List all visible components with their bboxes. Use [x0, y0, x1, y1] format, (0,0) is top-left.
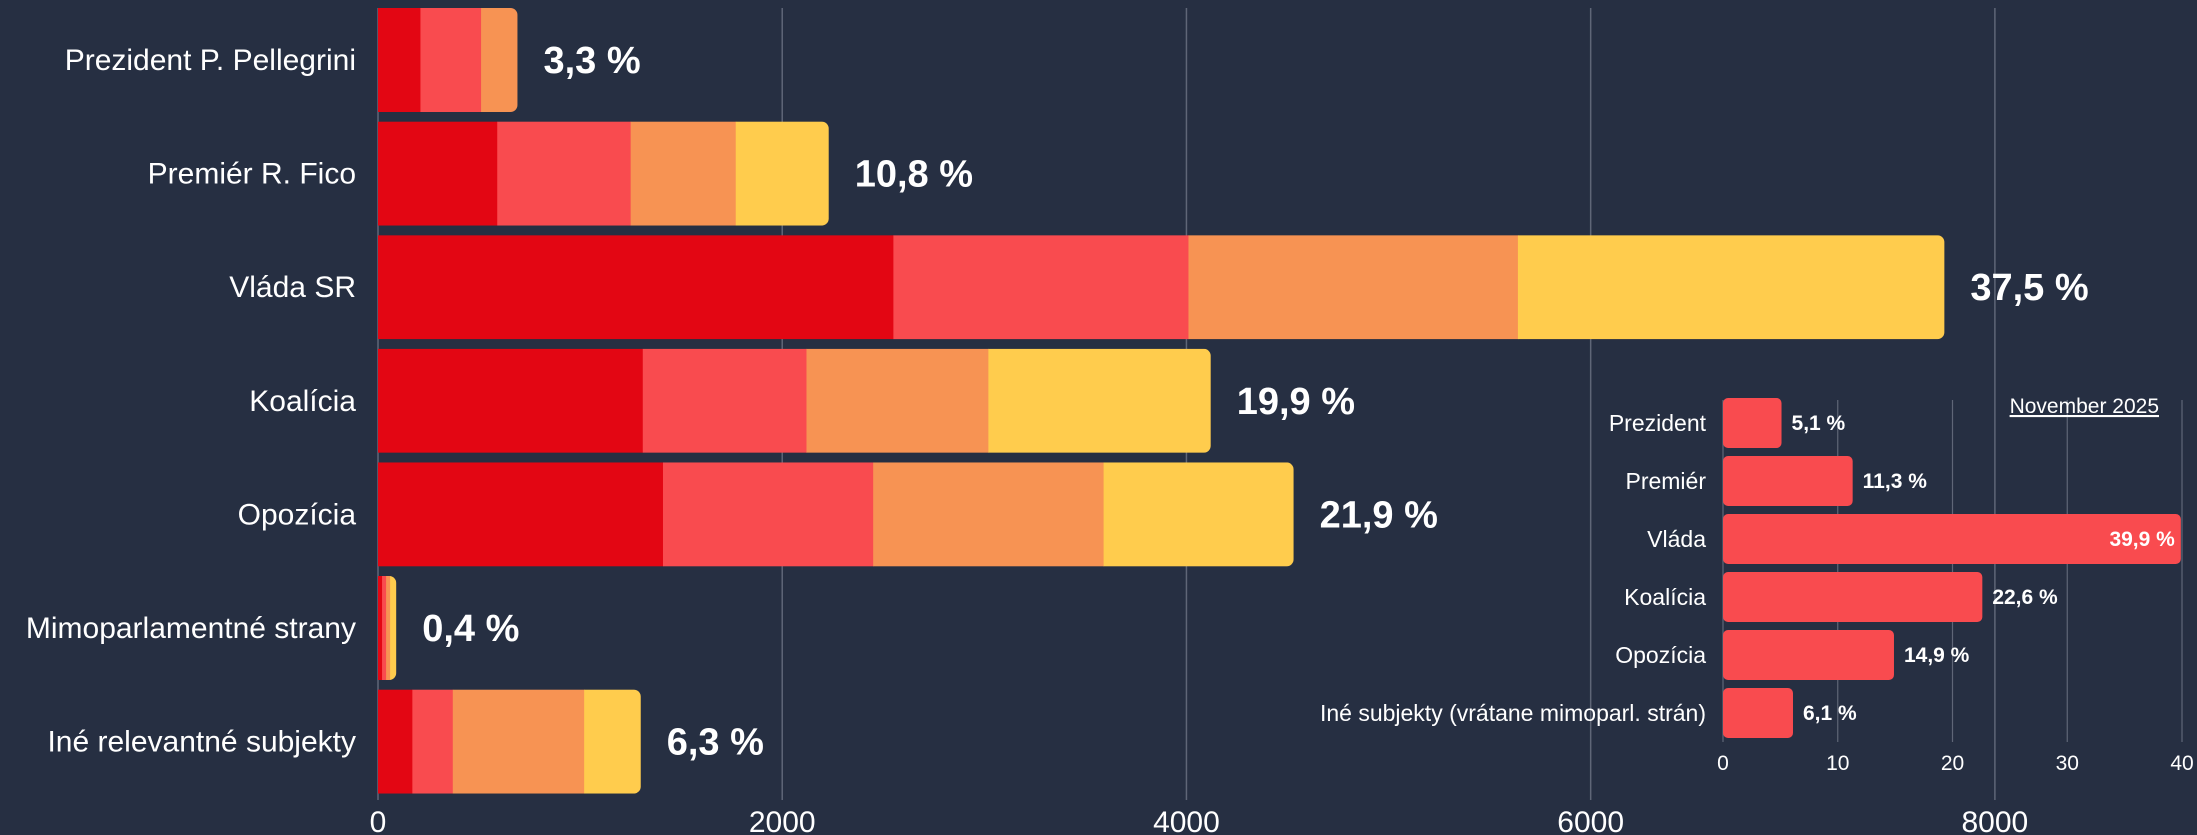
inset-data-labels: 5,1 % 11,3 % 39,9 % 22,6 % 14,9 % 6,1 %: [1792, 412, 2176, 725]
main-category-label: Premiér R. Fico: [148, 158, 356, 191]
main-bar-segment: [642, 348, 807, 453]
main-bar: [378, 462, 1294, 567]
main-x-tick-label: 2000: [749, 806, 816, 835]
main-bar-segment: [382, 576, 387, 680]
inset-x-tick-label: 0: [1717, 752, 1729, 775]
main-bar-segment: [584, 689, 641, 794]
main-category-label: Mimoparlamentné strany: [26, 612, 356, 645]
inset-category-label: Opozícia: [1615, 642, 1706, 668]
inset-bar: [1723, 688, 1793, 738]
inset-x-tick-label: 30: [2056, 752, 2079, 775]
main-bar: [378, 121, 829, 226]
main-bars: [378, 8, 1945, 794]
main-bar: [378, 8, 518, 112]
inset-title: November 2025: [2010, 395, 2159, 418]
inset-category-label: Prezident: [1609, 410, 1707, 436]
inset-category-label: Koalícia: [1624, 584, 1706, 610]
main-bar-segment: [1517, 235, 1945, 340]
inset-bar: [1723, 630, 1894, 680]
inset-chart: Prezident Premiér Vláda Koalícia Opozícia Iné…: [1320, 395, 2194, 775]
main-bar-segment: [378, 576, 383, 680]
main-bar-segment: [378, 689, 413, 794]
main-category-label: Iné relevantné subjekty: [47, 726, 356, 759]
inset-category-labels: Prezident Premiér Vláda Koalícia Opozícia Iné…: [1320, 410, 1707, 726]
main-bar-segment: [412, 689, 454, 794]
main-x-tick-label: 8000: [1962, 806, 2029, 835]
inset-data-label: 6,1 %: [1803, 702, 1857, 725]
main-bar: [378, 348, 1211, 453]
main-bar-segment: [662, 462, 874, 567]
main-x-ticks: 0 2000 4000 6000 8000: [370, 806, 2029, 835]
main-category-label: Koalícia: [249, 385, 356, 418]
main-bar-segment: [893, 235, 1189, 340]
main-bar-segment: [378, 8, 421, 112]
main-bar-segment: [1188, 235, 1519, 340]
main-data-label: 37,5 %: [1970, 267, 2088, 309]
main-bar-segment: [481, 8, 518, 112]
main-data-label: 10,8 %: [855, 154, 973, 196]
main-bar-segment: [386, 576, 391, 680]
main-bar-segment: [630, 121, 737, 226]
inset-bar: [1723, 456, 1853, 506]
main-bar-segment: [378, 235, 894, 340]
main-bar-segment: [378, 462, 664, 567]
main-data-label: 3,3 %: [543, 40, 640, 82]
main-bar-segment: [497, 121, 632, 226]
inset-bar: [1723, 514, 2181, 564]
inset-category-label: Iné subjekty (vrátane mimoparl. strán): [1320, 700, 1706, 726]
main-x-tick-label: 0: [370, 806, 387, 835]
main-category-label: Prezident P. Pellegrini: [65, 44, 356, 77]
main-bar-segment: [452, 689, 585, 794]
inset-bar: [1723, 398, 1782, 448]
main-x-tick-label: 6000: [1557, 806, 1624, 835]
main-data-label: 0,4 %: [422, 608, 519, 650]
main-bar-segment: [735, 121, 829, 226]
inset-bars: [1723, 398, 2181, 738]
inset-data-label: 11,3 %: [1863, 470, 1928, 493]
main-data-label: 21,9 %: [1320, 494, 1438, 536]
inset-category-label: Vláda: [1647, 526, 1706, 552]
inset-data-label: 14,9 %: [1904, 644, 1970, 667]
inset-category-label: Premiér: [1625, 468, 1706, 494]
main-data-labels: 3,3 % 10,8 % 37,5 % 19,9 % 21,9 % 0,4 % 6,3 %: [422, 40, 2088, 764]
main-category-labels: Prezident P. Pellegrini Premiér R. Fico Vl…: [26, 44, 356, 759]
main-bar-segment: [420, 8, 482, 112]
main-category-label: Vláda SR: [229, 271, 356, 304]
main-bar-segment: [873, 462, 1105, 567]
inset-bar: [1723, 572, 1983, 622]
main-data-label: 6,3 %: [667, 722, 764, 764]
inset-x-tick-label: 10: [1826, 752, 1849, 775]
inset-data-label: 39,9 %: [2109, 528, 2175, 551]
main-bar: [378, 689, 641, 794]
main-bar-segment: [1103, 462, 1294, 567]
main-bar-segment: [806, 348, 989, 453]
inset-data-label: 5,1 %: [1792, 412, 1846, 435]
inset-x-tick-label: 20: [1941, 752, 1964, 775]
inset-x-ticks: 0 10 20 30 40: [1717, 752, 2194, 775]
inset-x-tick-label: 40: [2170, 752, 2193, 775]
inset-data-label: 22,6 %: [1992, 586, 2058, 609]
main-bar-segment: [378, 348, 644, 453]
main-bar-segment: [378, 121, 498, 226]
main-bar-segment: [988, 348, 1211, 453]
main-category-label: Opozícia: [238, 498, 357, 531]
main-bar-segment: [390, 576, 397, 680]
main-bar: [378, 576, 397, 680]
main-bar: [378, 235, 1945, 340]
main-data-label: 19,9 %: [1237, 381, 1355, 423]
main-x-tick-label: 4000: [1153, 806, 1220, 835]
